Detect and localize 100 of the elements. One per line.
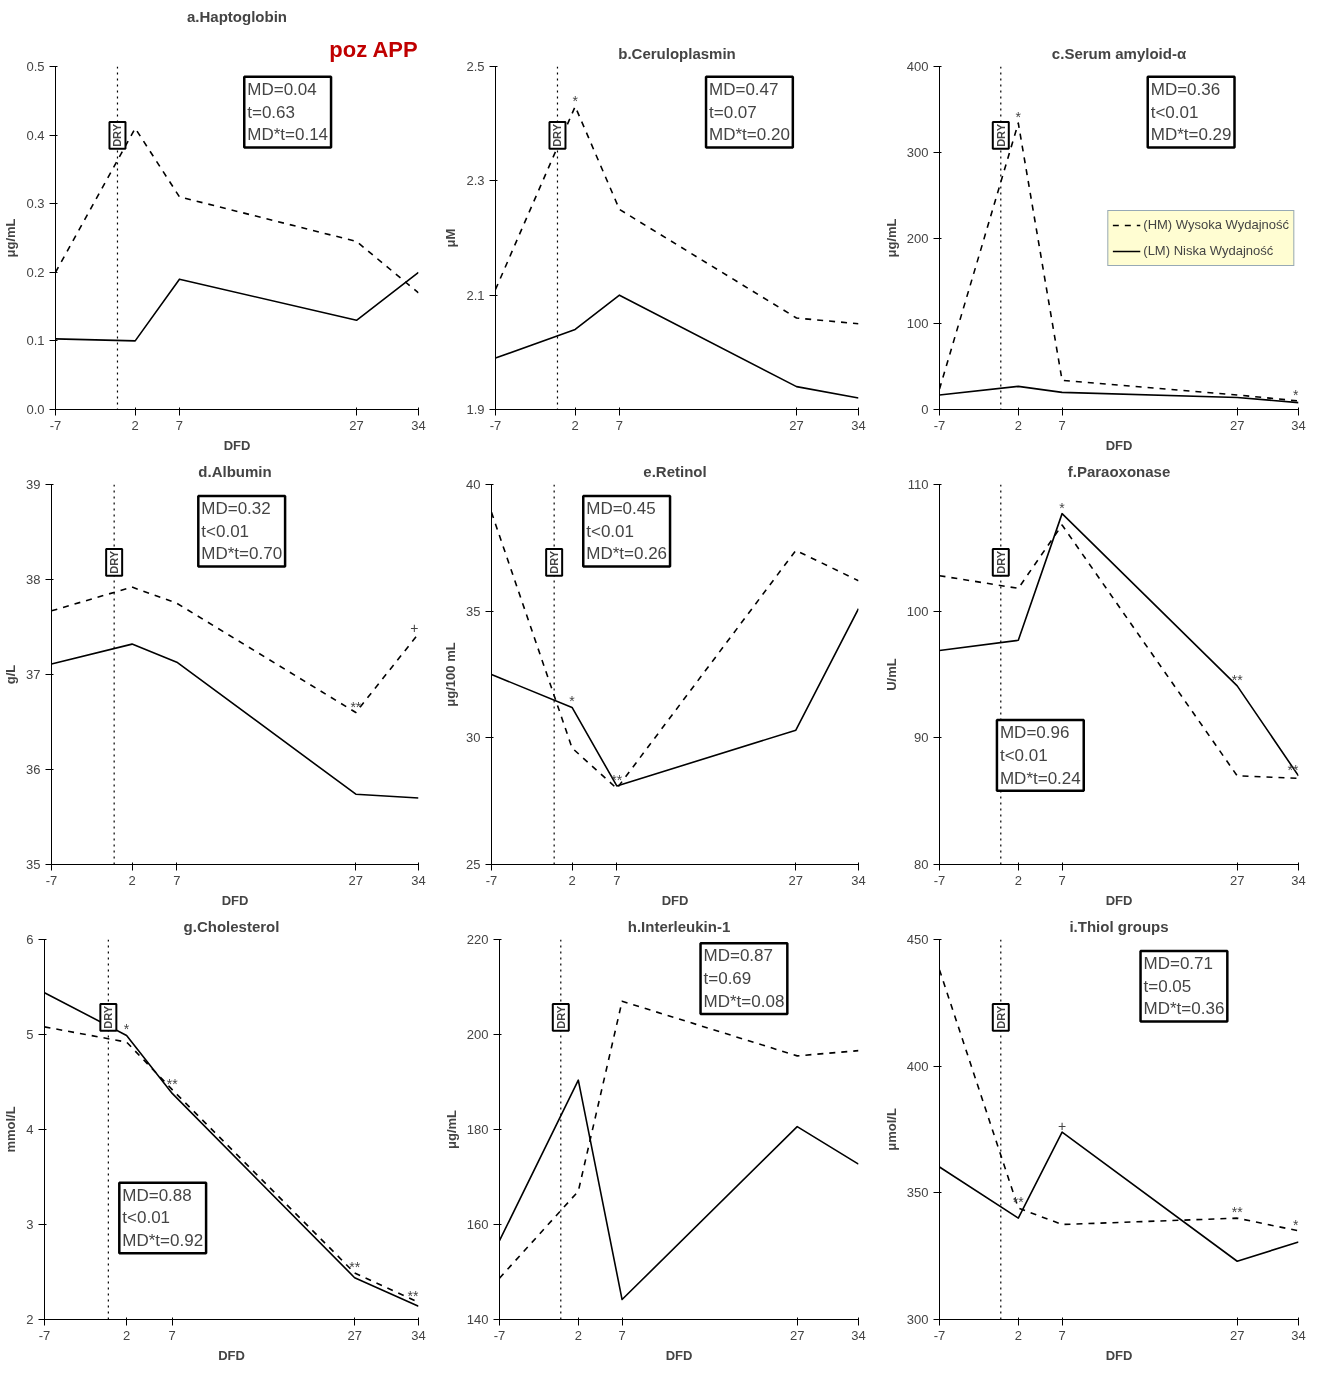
y-tick-label: 4 [26,1122,34,1137]
x-axis-title: DFD [1105,892,1133,908]
ref-line-label: DRY [994,550,1007,574]
x-tick-label: -7 [38,1327,51,1343]
y-tick-label: 100 [906,316,929,332]
annotation: MD=0.47 t=0.07 MD*t=0.20 [709,79,790,145]
y-tick-label: 400 [906,1058,929,1074]
y-axis-title: g/L [3,664,19,685]
annotation: ** [166,1075,179,1092]
x-tick-label: 7 [173,872,181,888]
x-tick-label: 34 [411,872,426,888]
x-tick-label: 34 [851,417,866,433]
ref-line-label: DRY [994,123,1007,147]
annotation: * [1293,1216,1300,1233]
y-tick-label: 36 [26,762,41,777]
y-tick-label: 35 [26,857,41,872]
chart-title: g.Cholesterol [183,917,280,935]
annotation: * [1059,499,1066,516]
ref-line-label: DRY [548,550,561,574]
legend-label: (HM) Wysoka Wydajność [1143,217,1289,232]
chart-title: i.Thiol groups [1069,917,1169,935]
x-tick-label: -7 [933,1327,946,1343]
x-tick-label: 34 [1291,872,1306,888]
y-tick-label: 200 [466,1027,489,1042]
x-tick-label: 7 [1058,872,1066,888]
y-tick-label: 300 [906,144,929,160]
y-tick-label: 39 [26,477,41,492]
x-tick-label: 2 [1014,872,1022,888]
x-tick-label: -7 [49,417,62,433]
x-tick-label: 7 [1058,1327,1066,1343]
y-tick-label: 80 [914,857,929,872]
y-tick-label: 0.0 [26,402,45,417]
y-axis-title: μg/100 mL [443,642,459,707]
x-axis-title: DFD [1105,437,1133,453]
ref-line-label: DRY [102,1005,115,1029]
x-tick-label: 2 [1014,417,1022,433]
x-tick-label: 2 [568,872,576,888]
chart-title: f.Paraoxonase [1067,462,1171,480]
y-axis-title: μg/mL [3,218,19,258]
annotation: MD=0.45 t<0.01 MD*t=0.26 [586,498,668,564]
x-tick-label: 27 [1229,872,1245,888]
y-tick-label: 140 [466,1312,489,1327]
y-tick-label: 1.9 [466,402,485,417]
x-tick-label: 27 [1229,1327,1245,1343]
x-tick-label: -7 [933,872,946,888]
x-axis-title: DFD [218,1347,245,1363]
chart-subtitle: poz APP [329,36,418,62]
x-tick-label: -7 [45,872,58,888]
ref-line-label: DRY [111,123,124,147]
ref-line-label: DRY [554,1005,567,1029]
y-axis-title: μg/mL [443,1109,459,1149]
chart-title: d.Albumin [198,462,272,480]
y-tick-label: 30 [466,730,481,746]
y-axis-title: μmol/L [883,1108,899,1151]
x-tick-label: 27 [347,1327,362,1343]
x-tick-label: 7 [168,1327,176,1343]
annotation: MD=0.96 t<0.01 MD*t=0.24 [999,723,1081,788]
x-tick-label: 2 [1014,1327,1022,1343]
chart-title: b.Ceruloplasmin [618,44,736,62]
y-tick-label: 5 [26,1027,34,1042]
legend-label: (LM) Niska Wydajność [1143,243,1274,258]
y-tick-label: 160 [466,1217,489,1232]
x-tick-label: 34 [1291,1327,1306,1343]
y-tick-label: 300 [906,1312,929,1327]
ref-line-label: DRY [551,123,564,147]
annotation: * [572,92,579,109]
chart-title: c.Serum amyloid-α [1051,44,1187,62]
x-axis-title: DFD [223,437,251,453]
x-tick-label: 27 [788,872,804,888]
x-tick-label: 34 [1291,417,1306,433]
x-tick-label: 2 [131,417,139,433]
y-tick-label: 450 [906,932,929,947]
x-tick-label: 2 [128,872,136,888]
annotation: ** [1231,671,1244,688]
annotation: * [569,693,576,710]
y-tick-label: 100 [906,603,929,619]
chart-title: a.Haptoglobin [187,7,287,25]
x-axis-title: DFD [1105,1347,1133,1363]
ref-line-label: DRY [994,1005,1007,1029]
y-tick-label: 37 [26,667,41,682]
y-tick-label: 400 [906,59,929,74]
x-tick-label: 2 [571,417,579,433]
y-tick-label: 200 [906,230,929,246]
annotation: MD=0.88 t<0.01 MD*t=0.92 [122,1185,204,1251]
x-tick-label: 34 [411,417,426,433]
y-axis-title: U/mL [883,658,899,691]
y-tick-label: 220 [466,932,489,947]
y-tick-label: 2.5 [466,59,485,74]
y-tick-label: 2 [26,1312,34,1327]
x-tick-label: -7 [493,1327,506,1343]
chart-title: e.Retinol [643,462,707,480]
x-tick-label: 27 [1229,417,1245,433]
annotation: + [410,619,419,636]
x-tick-label: 27 [789,1327,805,1343]
y-axis-title: μM [443,228,459,248]
x-tick-label: -7 [485,872,498,888]
y-tick-label: 40 [466,477,481,492]
annotation: + [1058,1118,1067,1135]
x-axis-title: DFD [661,892,689,908]
annotation: * [1015,109,1022,126]
